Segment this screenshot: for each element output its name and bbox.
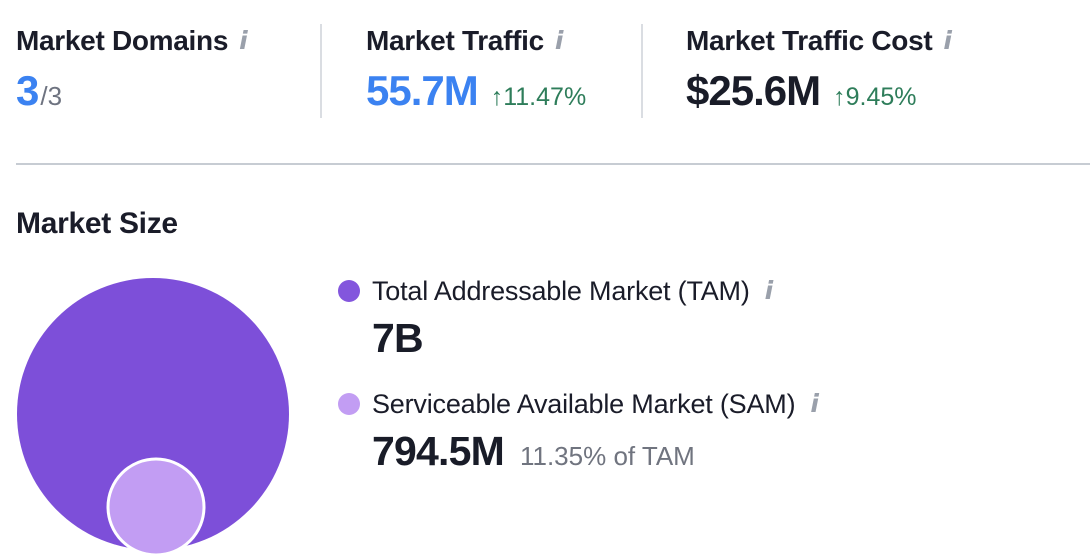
info-icon[interactable]: i xyxy=(764,276,774,305)
tam-bubble[interactable] xyxy=(17,278,289,550)
stat-market-traffic: Market Traffic i 55.7M ↑11.47% xyxy=(366,24,586,112)
stat-title-market-traffic-cost: Market Traffic Cost xyxy=(686,25,933,56)
info-icon[interactable]: i xyxy=(810,389,819,418)
market-domains-value: 3 xyxy=(16,67,39,114)
market-size-bubble-chart xyxy=(17,278,289,554)
market-domains-total: /3 xyxy=(40,81,63,111)
vertical-divider xyxy=(641,24,643,118)
sam-value: 794.5M xyxy=(372,428,505,474)
sam-legend-label: Serviceable Available Market (SAM) xyxy=(372,389,796,419)
sam-legend-dot xyxy=(338,393,360,415)
stat-title-market-traffic: Market Traffic xyxy=(366,25,544,56)
info-icon[interactable]: i xyxy=(239,26,248,55)
market-size-heading: Market Size xyxy=(16,207,178,240)
sam-share-of-tam: 11.35% of TAM xyxy=(519,441,695,471)
market-traffic-cost-value: $25.6M xyxy=(686,67,821,114)
market-traffic-cost-change-badge: ↑9.45% xyxy=(833,83,917,111)
market-traffic-value: 55.7M xyxy=(366,67,479,114)
info-icon[interactable]: i xyxy=(943,26,952,55)
vertical-divider xyxy=(320,24,322,118)
info-icon[interactable]: i xyxy=(554,26,564,55)
legend-tam: Total Addressable Market (TAM) i 7B xyxy=(338,276,773,359)
horizontal-divider xyxy=(16,163,1090,165)
stat-market-traffic-cost: Market Traffic Cost i $25.6M ↑9.45% xyxy=(686,24,952,112)
stat-title-market-domains: Market Domains xyxy=(16,25,229,56)
market-traffic-change-badge: ↑11.47% xyxy=(490,83,587,111)
tam-legend-dot xyxy=(338,280,360,302)
stat-market-domains: Market Domains i 3 /3 xyxy=(16,24,248,112)
legend-sam: Serviceable Available Market (SAM) i 794… xyxy=(338,389,819,472)
tam-legend-label: Total Addressable Market (TAM) xyxy=(372,276,750,306)
tam-value: 7B xyxy=(372,315,424,361)
sam-bubble[interactable] xyxy=(106,457,206,554)
